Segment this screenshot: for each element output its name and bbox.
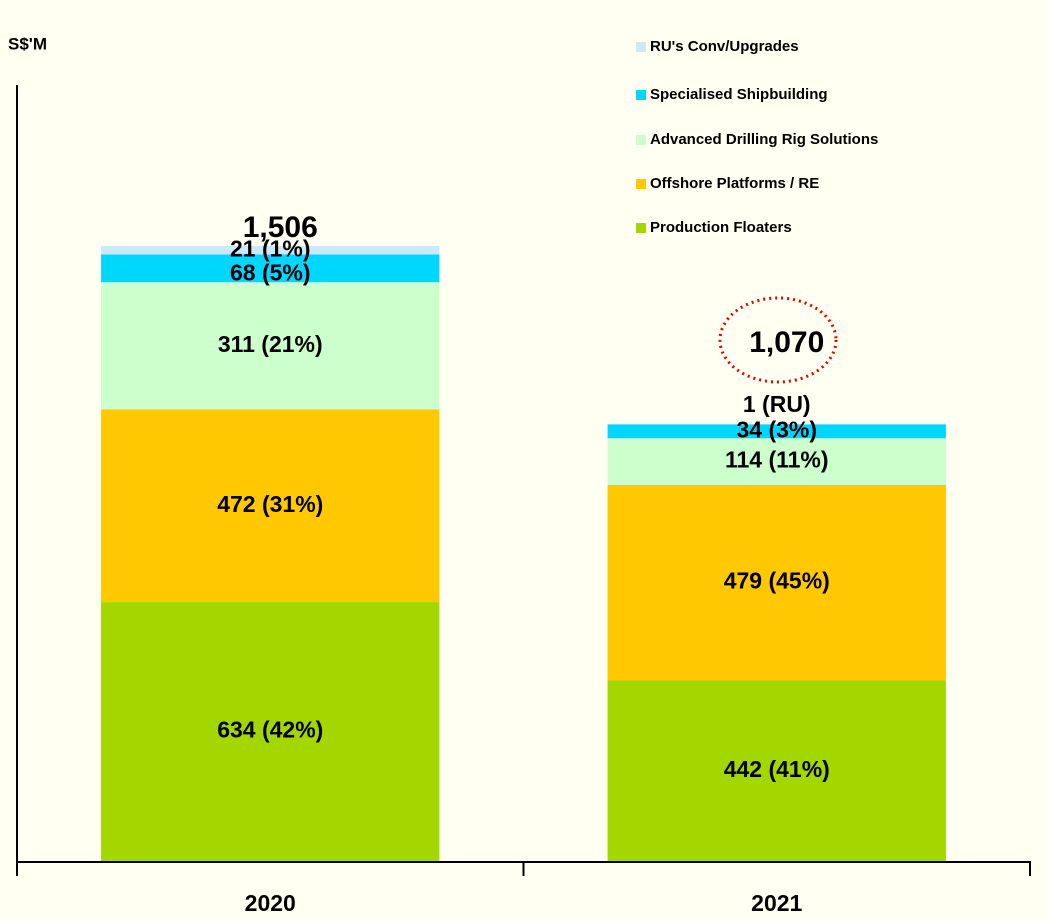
value-label: 68 (5%): [230, 259, 311, 285]
value-label: 114 (11%): [725, 447, 829, 473]
legend-label: RU's Conv/Upgrades: [650, 38, 799, 55]
bar-segment: [101, 602, 440, 861]
highlight-ellipse: [718, 296, 838, 384]
legend-label: Offshore Platforms / RE: [650, 175, 819, 192]
legend-label: Specialised Shipbuilding: [650, 86, 828, 103]
value-label: 472 (31%): [217, 491, 323, 517]
legend-swatch: [636, 42, 646, 52]
legend-swatch: [636, 90, 646, 100]
bar-segment: [607, 424, 946, 439]
legend-swatch: [636, 223, 646, 233]
x-tick-label: 2021: [751, 890, 802, 916]
total-label: 1,506: [243, 211, 318, 244]
value-label: 442 (41%): [724, 756, 830, 782]
value-label: 634 (42%): [217, 717, 323, 743]
total-label: 1,070: [749, 326, 824, 359]
y-axis-label: S$'M: [8, 34, 47, 53]
value-label: 21 (1%): [230, 235, 311, 261]
x-tick-label: 2020: [245, 890, 296, 916]
legend-swatch: [636, 135, 646, 145]
value-label: 311 (21%): [218, 331, 323, 357]
value-label: 479 (45%): [724, 568, 830, 594]
bar-segment: [101, 409, 440, 603]
bar-segment: [101, 254, 440, 283]
legend-label: Advanced Drilling Rig Solutions: [650, 131, 878, 148]
value-label: 1 (RU): [743, 391, 811, 417]
bar-segment: [607, 438, 946, 485]
legend-swatch: [636, 179, 646, 189]
legend-label: Production Floaters: [650, 219, 792, 236]
bar-segment: [607, 680, 946, 861]
value-label: 34 (3%): [736, 416, 817, 442]
bar-segment: [101, 245, 440, 255]
bar-segment: [607, 484, 946, 681]
bar-segment: [101, 282, 440, 410]
